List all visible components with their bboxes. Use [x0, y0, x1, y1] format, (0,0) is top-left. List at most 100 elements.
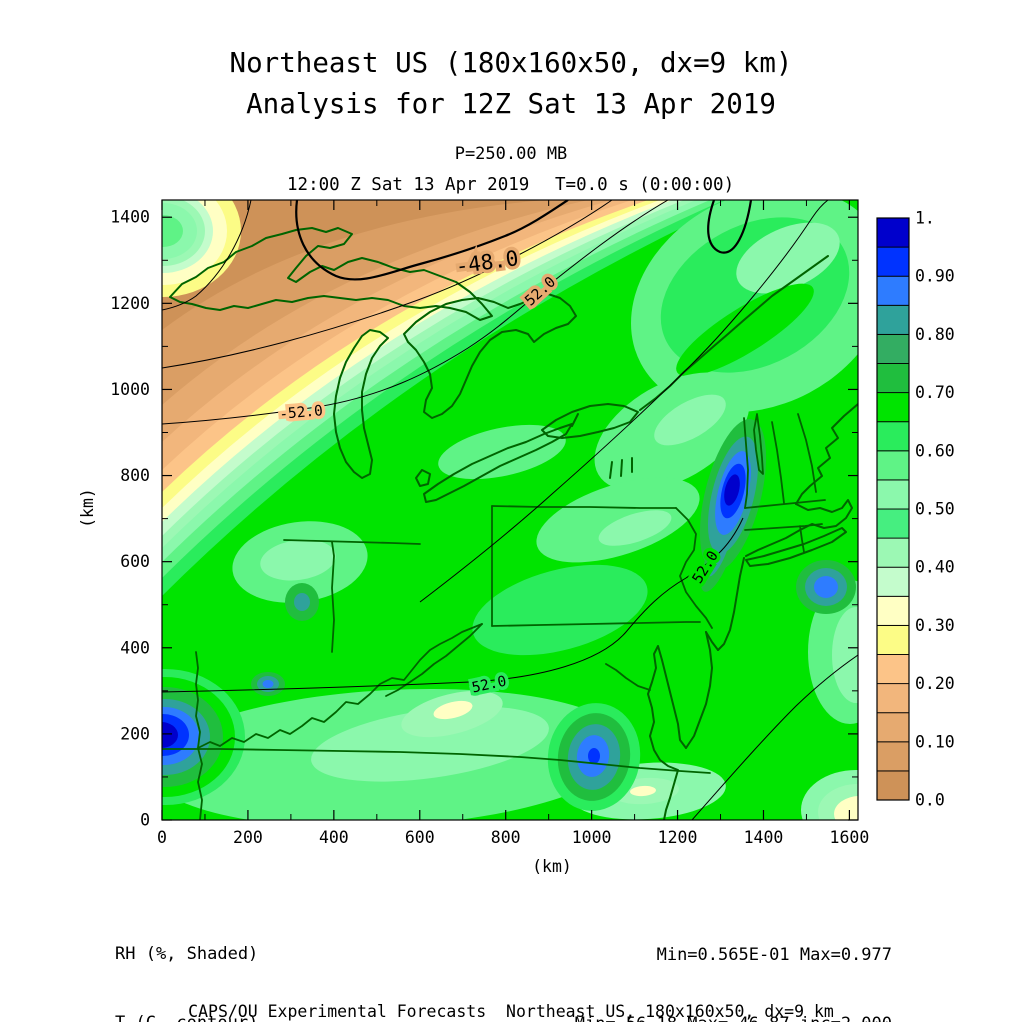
- colorbar-segment: [876, 770, 910, 801]
- colorbar-segment: [876, 304, 910, 335]
- colorbar-segment: [876, 595, 910, 626]
- forecast-time-label: T=0.0 s (0:00:00): [555, 175, 735, 195]
- border-wv-va: [385, 623, 483, 697]
- y-tick-label: 400: [120, 638, 150, 657]
- colorbar-segment: [876, 479, 910, 510]
- y-tick-label: 0: [140, 811, 150, 830]
- potomac-river: [605, 663, 651, 691]
- lake-ontario-outline: [541, 403, 639, 439]
- lake-huron-outline: [403, 293, 577, 419]
- coast-new-jersey: [717, 557, 745, 651]
- colorbar: 1. 0.90 0.80 0.70 0.60 0.50 0.40 0.30 0.20 0.10 0.…: [876, 209, 955, 810]
- border-36-30-parallel: [162, 748, 711, 774]
- niagara-river: [571, 413, 579, 427]
- coastline: [647, 403, 858, 820]
- legend-rh-line: RH (%, Shaded): [115, 944, 259, 964]
- colorbar-tick-label: 0.50: [915, 500, 955, 519]
- finger-lakes: [609, 457, 633, 479]
- contour-minus-50: [162, 200, 613, 369]
- colorbar-tick-label: 0.20: [915, 674, 955, 693]
- y-tick-label: 600: [120, 552, 150, 571]
- colorbar-frame: [876, 217, 910, 801]
- border-ma-north: [744, 499, 826, 509]
- axis-unit-labels: (km) (km): [78, 488, 572, 876]
- lake-st-clair-outline: [415, 469, 431, 487]
- delmarva-east-coast: [685, 631, 713, 749]
- y-tick-label: 1200: [110, 294, 150, 313]
- border-il-in: [195, 651, 203, 820]
- shaded-rh-field: -48.0-52.052.052.052.0: [162, 200, 858, 820]
- colorbar-segment: [876, 683, 910, 714]
- contour-minus-48-hook: [707, 200, 753, 254]
- shaded-field-legend: RH (%, Shaded) T (C, contour): [115, 897, 258, 1022]
- legend-t-line: T (C, contour): [115, 1012, 258, 1022]
- colorbar-segment: [876, 275, 910, 306]
- plot-frame: [161, 199, 859, 821]
- x-axis-unit-label: (km): [532, 857, 572, 876]
- colorbar-segment: [876, 712, 910, 743]
- chesapeake-bay: [647, 645, 687, 820]
- colorbar-segment: [876, 363, 910, 394]
- colorbar-tick-label: 0.90: [915, 267, 955, 286]
- lake-erie-outline: [423, 423, 573, 503]
- y-tick-label: 1400: [110, 208, 150, 227]
- colorbar-tick-label: 0.10: [915, 732, 955, 751]
- border-in-oh: [331, 541, 335, 653]
- x-tick-label: 0: [157, 828, 167, 847]
- border-nh-me: [797, 413, 817, 493]
- contour-central-diagonal: [419, 200, 829, 603]
- nw-corner-moist-spot: [162, 200, 241, 297]
- contour-southeast: [691, 654, 858, 820]
- border-mason-dixon: [491, 621, 701, 627]
- colorbar-tick-label: 0.40: [915, 558, 955, 577]
- lake-michigan-outline: [333, 329, 389, 479]
- long-island: [745, 527, 847, 567]
- x-tick-label: 600: [405, 828, 435, 847]
- colorbar-tick-label: 0.60: [915, 441, 955, 460]
- temperature-contours: [162, 200, 858, 820]
- rh-variation-patches: [162, 200, 858, 820]
- field-stats: Min=0.565E-01 Max=0.977 Min=-56.18 Max=-…: [575, 898, 892, 1022]
- contour-minus-48-thick: [295, 200, 569, 281]
- x-tick-label: 800: [491, 828, 521, 847]
- colorbar-tick-label: 0.70: [915, 383, 955, 402]
- contour-thin-nw: [162, 200, 252, 311]
- colorbar-segment: [876, 421, 910, 452]
- colorbar-segment: [876, 217, 910, 248]
- colorbar-segment: [876, 624, 910, 655]
- page-title-line1: Northeast US (180x160x50, dx=9 km): [229, 47, 793, 79]
- colorbar-tick-label: 0.0: [915, 791, 945, 810]
- colorbar-tick-label: 0.80: [915, 325, 955, 344]
- colorbar-segment: [876, 741, 910, 772]
- lake-superior-outline: [169, 227, 493, 321]
- colorbar-tick-label: 1.: [915, 209, 935, 228]
- border-pa-north: [491, 505, 677, 509]
- x-tick-label: 400: [319, 828, 349, 847]
- x-tick-label: 1400: [744, 828, 784, 847]
- axis-tick-labels: 0 200 400 600 800 1000 1200 1400 1600 0 200 400 600 8…: [110, 208, 869, 847]
- contour-minus-52-north: [162, 200, 669, 425]
- coast-maine: [795, 403, 858, 505]
- y-tick-label: 1000: [110, 380, 150, 399]
- x-tick-label: 1000: [572, 828, 612, 847]
- colorbar-segment: [876, 508, 910, 539]
- colorbar-segment: [876, 333, 910, 364]
- page-title-line2: Analysis for 12Z Sat 13 Apr 2019: [246, 88, 776, 120]
- border-mi-south: [283, 539, 421, 545]
- lake-champlain: [753, 413, 764, 475]
- y-axis-unit-label: (km): [78, 488, 97, 528]
- ohio-river: [197, 623, 483, 749]
- colorbar-segment: [876, 450, 910, 481]
- pressure-level-label: P=250.00 MB: [454, 144, 568, 164]
- state-borders: [162, 413, 826, 820]
- colorbar-segment: [876, 654, 910, 685]
- colorbar-segment: [876, 246, 910, 277]
- footer-caption: CAPS/OU Experimental Forecasts Northeast…: [188, 1002, 834, 1021]
- border-ny-east: [743, 417, 749, 509]
- colorbar-tick-label: 0.30: [915, 616, 955, 635]
- valid-time-label: 12:00 Z Sat 13 Apr 2019: [287, 175, 530, 195]
- y-tick-label: 800: [120, 466, 150, 485]
- delaware-bay: [705, 631, 719, 651]
